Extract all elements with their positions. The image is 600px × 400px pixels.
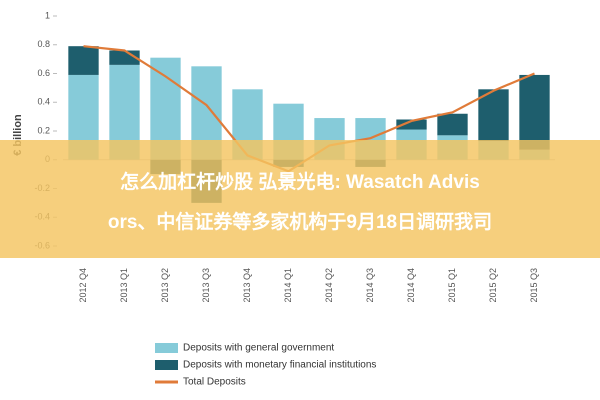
x-tick-label: 2012 Q4 — [78, 268, 88, 303]
x-tick-label: 2015 Q2 — [488, 268, 498, 303]
overlay-banner — [0, 140, 600, 258]
y-tick-label: 0.8 — [37, 39, 50, 49]
x-tick-label: 2015 Q1 — [447, 268, 457, 303]
y-tick-label: 0.4 — [37, 97, 50, 107]
bar — [437, 113, 468, 136]
x-tick-label: 2013 Q2 — [160, 268, 170, 303]
y-tick-label: 0.6 — [37, 68, 50, 78]
legend-text: Deposits with general government — [183, 343, 334, 354]
legend-text: Total Deposits — [183, 377, 246, 388]
x-tick-label: 2013 Q1 — [119, 268, 129, 303]
x-tick-label: 2014 Q1 — [283, 268, 293, 303]
bar — [519, 74, 550, 150]
y-tick-label: 1 — [45, 10, 50, 20]
x-tick-label: 2014 Q3 — [365, 268, 375, 303]
legend-text: Deposits with monetary financial institu… — [183, 360, 376, 371]
x-tick-label: 2014 Q4 — [406, 268, 416, 303]
legend-swatch — [155, 360, 178, 370]
bar — [396, 119, 427, 130]
bar — [68, 46, 99, 75]
overlay-text: ors、中信证券等多家机构于9月18日调研我司 — [108, 210, 492, 233]
overlay-text: 怎么加杠杆炒股 弘景光电: Wasatch Advis — [120, 170, 480, 193]
bar — [478, 89, 509, 142]
x-tick-label: 2013 Q3 — [201, 268, 211, 303]
x-tick-label: 2015 Q3 — [529, 268, 539, 303]
y-tick-label: 0.2 — [37, 125, 50, 135]
legend-swatch — [155, 343, 178, 353]
x-tick-label: 2013 Q4 — [242, 268, 252, 303]
x-tick-label: 2014 Q2 — [324, 268, 334, 303]
